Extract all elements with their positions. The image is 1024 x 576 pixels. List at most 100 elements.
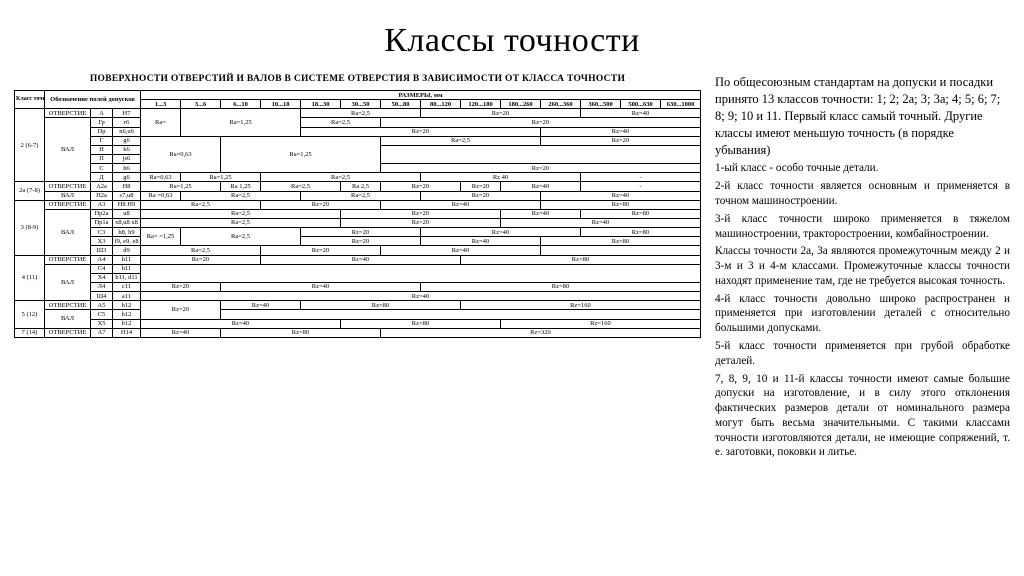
table-row: Д g6 Rа=0,63 Rа=1,25 Rа=2,5 Rz 40 - bbox=[15, 173, 701, 182]
cell: H8 bbox=[113, 182, 141, 191]
cell: Ш4 bbox=[91, 292, 113, 301]
content-row: ПОВЕРХНОСТИ ОТВЕРСТИЙ И ВАЛОВ В СИСТЕМЕ … bbox=[0, 74, 1024, 463]
cell: x8,u8 x8 bbox=[113, 218, 141, 227]
size-range: 1...3 bbox=[141, 100, 181, 109]
table-row: ВАЛ Гр r6 Rа=2,5 Rz=20 bbox=[15, 118, 701, 127]
cell: Rа=0,63 bbox=[141, 173, 181, 182]
cell: Rz=320 bbox=[381, 328, 701, 337]
cell: Rz=20 bbox=[381, 118, 701, 127]
cell: Х4 bbox=[91, 273, 113, 282]
page-title: Классы точности bbox=[0, 0, 1024, 74]
cell: - bbox=[581, 182, 701, 191]
desc-para: Классы точности 2а, 3а являются промежут… bbox=[715, 244, 1010, 288]
cell: Rz=80 bbox=[221, 328, 381, 337]
cell: Rа= bbox=[141, 109, 181, 136]
cell: Rz 40 bbox=[421, 173, 581, 182]
cell: Rа=1,25 bbox=[221, 136, 381, 173]
cell: Rz=80 bbox=[301, 301, 461, 310]
cell: b12 bbox=[113, 319, 141, 328]
cell: Rz=20 bbox=[421, 191, 541, 200]
cell: Rа=1,25 bbox=[181, 173, 261, 182]
size-range: 50...80 bbox=[381, 100, 421, 109]
size-range: 18...30 bbox=[301, 100, 341, 109]
size-range: 360...500 bbox=[581, 100, 621, 109]
cell: h11 bbox=[113, 264, 141, 273]
cell: Л4 bbox=[91, 282, 113, 291]
size-range: 6...10 bbox=[221, 100, 261, 109]
cell: Гр bbox=[91, 118, 113, 127]
cell: js6 bbox=[113, 154, 141, 163]
cell bbox=[221, 310, 701, 319]
cell-type: ВАЛ bbox=[45, 264, 91, 301]
cell: Rz=40 bbox=[381, 200, 541, 209]
cell: Rz=80 bbox=[461, 255, 701, 264]
cell: Rz=40 bbox=[261, 255, 461, 264]
cell: Rа=2,5 bbox=[301, 109, 421, 118]
cell-type: ОТВЕРСТИЕ bbox=[45, 109, 91, 118]
cell: П bbox=[91, 154, 113, 163]
cell: Х5 bbox=[91, 319, 113, 328]
cell: Rа=1,25 bbox=[181, 109, 301, 136]
intro-text: По общесоюзным стандартам на допуски и п… bbox=[715, 74, 1010, 158]
cell-class: 5 (12) bbox=[15, 301, 45, 328]
cell: Rz=20 bbox=[541, 136, 701, 145]
cell: Rz=20 bbox=[381, 182, 461, 191]
cell: С4 bbox=[91, 264, 113, 273]
cell-type: ОТВЕРСТИЕ bbox=[45, 301, 91, 310]
table-row: Х3 f9, e9, e8 Rz=20 Rz=40 Rz=80 bbox=[15, 237, 701, 246]
table-row: ВАЛ С5 h12 bbox=[15, 310, 701, 319]
cell: Rz=160 bbox=[461, 301, 701, 310]
cell: r6 bbox=[113, 118, 141, 127]
table-row: ВАЛ П2а s7,u8 Rа =0,63 Rа=2,5 Rа=2,5 Rz=… bbox=[15, 191, 701, 200]
table-row: 2а (7-8) ОТВЕРСТИЕ А2а H8 Rа=1,25 Rа 1,2… bbox=[15, 182, 701, 191]
size-range: 10...18 bbox=[261, 100, 301, 109]
desc-para: 2-й класс точности является основным и п… bbox=[715, 179, 1010, 209]
cell: А2а bbox=[91, 182, 113, 191]
cell: Rz=20 bbox=[141, 301, 221, 319]
cell: Rа=2,5 bbox=[301, 191, 421, 200]
cell: Rа 1,25 bbox=[221, 182, 261, 191]
size-range: 80...120 bbox=[421, 100, 461, 109]
cell: Х3 bbox=[91, 237, 113, 246]
table-title: ПОВЕРХНОСТИ ОТВЕРСТИЙ И ВАЛОВ В СИСТЕМЕ … bbox=[14, 74, 701, 84]
cell: H14 bbox=[113, 328, 141, 337]
cell: Д bbox=[91, 173, 113, 182]
cell: Rz=20 bbox=[301, 237, 421, 246]
cell: Rz=40 bbox=[221, 301, 301, 310]
size-range: 260...360 bbox=[541, 100, 581, 109]
cell: Rz=20 bbox=[421, 109, 581, 118]
cell: С5 bbox=[91, 310, 113, 319]
cell: Rа=1,25 bbox=[141, 182, 221, 191]
table-row: 4 (11) ОТВЕРСТИЕ А4 h11 Rz=20 Rz=40 Rz=8… bbox=[15, 255, 701, 264]
th-sizes: РАЗМЕРЫ, мм bbox=[141, 91, 701, 100]
size-range: 3...6 bbox=[181, 100, 221, 109]
cell bbox=[541, 246, 701, 255]
th-desig: Обозначение полей допусков bbox=[45, 91, 141, 109]
cell: Rz=40 bbox=[141, 319, 341, 328]
cell: Rz=20 bbox=[381, 164, 701, 173]
cell: Rz=40 bbox=[421, 228, 581, 237]
cell-class: 2 (6-7) bbox=[15, 109, 45, 182]
cell: h11 bbox=[113, 255, 141, 264]
table-row: Пр1а x8,u8 x8 Rа=2,5 Rz=20 Rz=40 bbox=[15, 218, 701, 227]
cell: Rz=40 bbox=[581, 109, 701, 118]
table-row: С3 h8, h9 Rа= =1,25 Rа=2,5 Rz=20 Rz=40 R… bbox=[15, 228, 701, 237]
cell-type: ОТВЕРСТИЕ bbox=[45, 328, 91, 337]
cell: k6 bbox=[113, 145, 141, 154]
cell: Rа=2,5 bbox=[141, 218, 341, 227]
cell: А3 bbox=[91, 200, 113, 209]
cell: Rz=20 bbox=[341, 209, 501, 218]
size-range: 120...180 bbox=[461, 100, 501, 109]
cell: Rz=20 bbox=[461, 182, 501, 191]
cell: Rа =0,63 bbox=[141, 191, 181, 200]
cell-type: ОТВЕРСТИЕ bbox=[45, 255, 91, 264]
cell: Rz=40 bbox=[381, 246, 541, 255]
cell: Rz=40 bbox=[541, 127, 701, 136]
cell: А4 bbox=[91, 255, 113, 264]
cell: Rz=20 bbox=[301, 127, 541, 136]
desc-para: 1-ый класс - особо точные детали. bbox=[715, 161, 1010, 176]
cell-class: 3 (8-9) bbox=[15, 200, 45, 255]
cell: Rz=80 bbox=[581, 209, 701, 218]
cell: А7 bbox=[91, 328, 113, 337]
cell bbox=[381, 145, 701, 163]
